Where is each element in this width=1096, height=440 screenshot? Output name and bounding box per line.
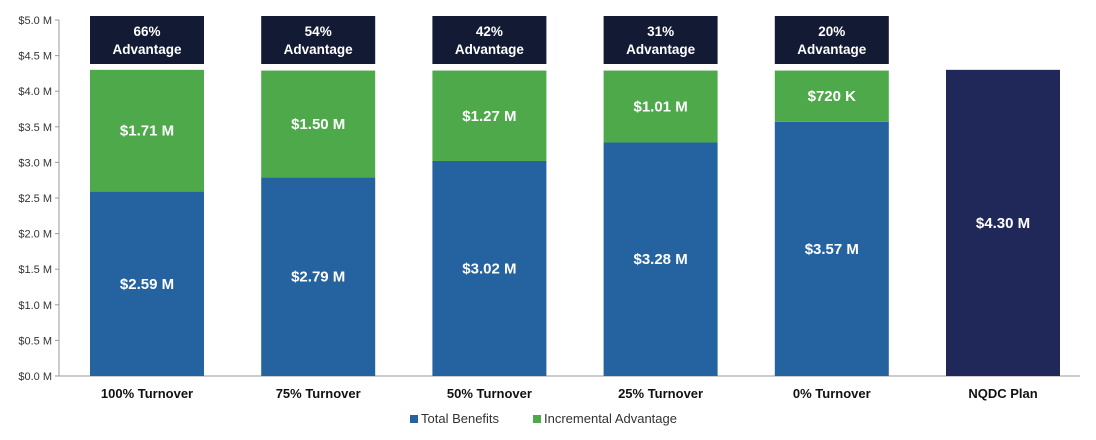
total-benefits-bar (432, 160, 547, 376)
category-label: 0% Turnover (793, 386, 871, 401)
y-tick-label: $4.5 M (18, 51, 52, 63)
y-tick-label: $0.5 M (18, 335, 52, 347)
advantage-percent: 31% (647, 24, 674, 39)
advantage-callout-box (261, 16, 376, 64)
y-tick-label: $4.0 M (18, 86, 52, 98)
incremental-advantage-bar (603, 70, 718, 143)
y-tick-label: $2.5 M (18, 193, 52, 205)
advantage-text: Advantage (112, 42, 182, 57)
y-tick-label: $1.5 M (18, 264, 52, 276)
advantage-text: Advantage (626, 42, 696, 57)
total-benefits-label: $3.57 M (805, 241, 859, 258)
incremental-advantage-label: $1.27 M (462, 108, 516, 125)
legend-label: Total Benefits (421, 411, 500, 426)
incremental-advantage-label: $1.50 M (291, 116, 345, 133)
category-label: 75% Turnover (276, 386, 361, 401)
advantage-callouts: 66% Advantage 54% Advantage 42% Advantage 31% A… (90, 16, 889, 64)
advantage-callout-box (774, 16, 889, 64)
legend: Total Benefits Incremental Advantage (410, 411, 677, 426)
advantage-percent: 54% (305, 24, 332, 39)
category-labels: 100% Turnover 75% Turnover 50% Turnover 25%… (101, 386, 1038, 401)
advantage-text: Advantage (455, 42, 525, 57)
nqdc-plan-bar (946, 69, 1060, 376)
total-benefits-bar (603, 142, 718, 376)
incremental-advantage-bar (432, 70, 547, 161)
y-tick-label: $3.0 M (18, 157, 52, 169)
advantage-percent: 20% (818, 24, 845, 39)
y-tick-label: $1.0 M (18, 300, 52, 312)
y-tick-label: $2.0 M (18, 229, 52, 241)
incremental-advantage-bar (774, 70, 889, 122)
category-label: 25% Turnover (618, 386, 703, 401)
category-label: 50% Turnover (447, 386, 532, 401)
advantage-percent: 42% (476, 24, 503, 39)
category-label: NQDC Plan (968, 386, 1037, 401)
advantage-percent: 66% (133, 24, 160, 39)
advantage-callout-box (90, 16, 204, 64)
advantage-text: Advantage (284, 42, 354, 57)
nqdc-plan-bar-label: $4.30 M (976, 215, 1030, 232)
advantage-text: Advantage (797, 42, 867, 57)
y-tick-label: $0.0 M (18, 371, 52, 383)
incremental-advantage-label: $1.01 M (633, 99, 687, 116)
total-benefits-label: $3.02 M (462, 260, 516, 277)
advantage-callout-box (603, 16, 718, 64)
total-benefits-label: $2.79 M (291, 269, 345, 286)
incremental-advantage-label: $1.71 M (120, 123, 174, 140)
total-benefits-bar (774, 121, 889, 376)
y-tick-label: $5.0 M (18, 15, 52, 27)
total-benefits-label: $3.28 M (633, 251, 687, 268)
bars (90, 69, 1060, 376)
y-axis: $0.0 M $0.5 M $1.0 M $1.5 M $2.0 M $2.5 M $3.0… (18, 15, 1080, 383)
incremental-advantage-bar (261, 70, 376, 178)
legend-swatch (533, 415, 541, 423)
total-benefits-label: $2.59 M (120, 276, 174, 293)
incremental-advantage-bar (90, 69, 204, 192)
legend-swatch (410, 415, 418, 423)
total-benefits-bar (261, 177, 376, 376)
total-benefits-bar (90, 191, 204, 376)
legend-label: Incremental Advantage (544, 411, 677, 426)
advantage-callout-box (432, 16, 547, 64)
bar-value-labels: $2.59 M $1.71 M $2.79 M $1.50 M $3.02 M $1.27… (120, 88, 1030, 293)
category-label: 100% Turnover (101, 386, 193, 401)
incremental-advantage-label: $720 K (808, 88, 857, 105)
y-tick-label: $3.5 M (18, 122, 52, 134)
